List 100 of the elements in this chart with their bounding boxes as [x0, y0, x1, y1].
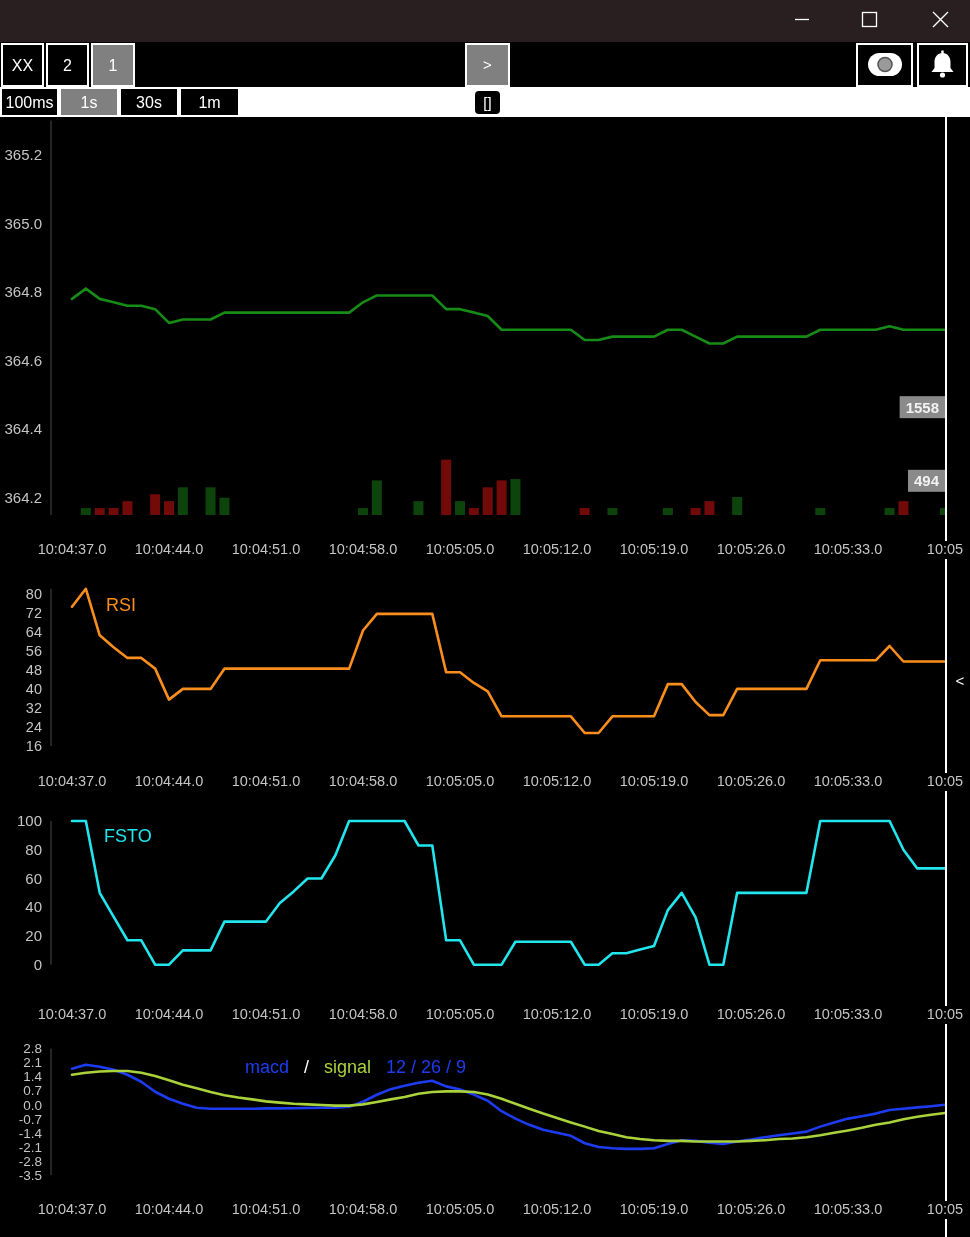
bar — [205, 487, 216, 515]
x-tick-label: 10:05:05.0 — [425, 773, 495, 789]
bar — [898, 501, 909, 515]
y-tick-label: 16 — [25, 738, 42, 755]
bar — [219, 497, 230, 515]
bar — [510, 479, 521, 515]
button: 1m — [181, 89, 238, 115]
bar — [607, 508, 618, 515]
y-tick-label: 60 — [25, 869, 42, 887]
bar — [413, 501, 424, 515]
bar — [815, 508, 826, 515]
x-tick-label: 10:05:05.0 — [425, 1201, 495, 1217]
y-tick-label: 40 — [25, 898, 42, 916]
x-tick-label: 10:04:58.0 — [328, 1201, 398, 1217]
x-tick-label: 10:05:33.0 — [813, 773, 883, 789]
bar — [579, 508, 590, 515]
x-tick-label: 10:04:37.0 — [37, 773, 107, 789]
y-tick-label: 364.8 — [4, 283, 42, 301]
bar — [732, 497, 743, 515]
y-tick-label: 1.4 — [23, 1069, 43, 1085]
x-tick-label: 10:04:58.0 — [328, 1006, 398, 1022]
chart-title: RSI — [106, 595, 137, 615]
bar — [358, 508, 368, 515]
x-tick-label: 10:04:51.0 — [231, 773, 301, 789]
x-tick-label: 10:05:26.0 — [716, 541, 786, 557]
chart-title: FSTO — [104, 826, 152, 846]
x-tick-label: 10:04:37.0 — [37, 1201, 107, 1217]
y-tick-label: 365.2 — [4, 146, 42, 164]
button: [] — [475, 91, 500, 114]
button: 1 — [91, 43, 135, 87]
x-tick-label: 10:05:12.0 — [522, 1201, 592, 1217]
y-tick-label: 364.6 — [4, 351, 42, 369]
bar — [884, 508, 895, 515]
bar — [108, 508, 119, 515]
y-tick-label: 40 — [25, 680, 42, 697]
x-tick-label: 10:04:58.0 — [328, 773, 398, 789]
y-tick-label: -3.5 — [18, 1167, 42, 1183]
y-tick-label: 364.4 — [4, 420, 42, 438]
bar — [455, 501, 465, 515]
x-tick-label: 10:04:44.0 — [134, 1201, 204, 1217]
y-tick-label: 56 — [25, 642, 42, 659]
x-tick-label: 10:05:19.0 — [619, 541, 689, 557]
x-tick-label: 10:05:33.0 — [813, 1006, 883, 1022]
y-tick-label: 2.1 — [23, 1055, 42, 1071]
y-tick-label: 365.0 — [4, 214, 42, 232]
x-tick-label: 10:05 — [926, 773, 964, 789]
y-tick-label: -2.1 — [18, 1139, 42, 1155]
x-tick-label: 10:04:58.0 — [328, 541, 398, 557]
button: XX — [1, 43, 44, 87]
bar — [662, 508, 673, 515]
x-tick-label: 10:04:44.0 — [134, 541, 204, 557]
x-tick-label: 10:05:12.0 — [522, 773, 592, 789]
series-label: signal — [324, 1057, 372, 1077]
x-tick-label: 10:04:51.0 — [231, 1006, 301, 1022]
bar — [150, 494, 161, 515]
button: 2 — [46, 43, 89, 87]
x-tick-label: 10:05:19.0 — [619, 1006, 689, 1022]
y-tick-label: 24 — [25, 719, 42, 736]
bar — [482, 487, 493, 515]
button: 1s — [61, 89, 117, 115]
y-tick-label: 2.8 — [23, 1041, 42, 1057]
x-tick-label: 10:05:19.0 — [619, 1201, 689, 1217]
text: < — [955, 672, 965, 690]
y-tick-label: 64 — [25, 623, 42, 640]
x-tick-label: 10:05:12.0 — [522, 1006, 592, 1022]
y-tick-label: 32 — [25, 700, 42, 717]
annotation: 12 / 26 / 9 — [386, 1057, 467, 1077]
bar — [122, 501, 133, 515]
y-tick-label: 80 — [25, 840, 42, 858]
x-tick-label: 10:05:33.0 — [813, 1201, 883, 1217]
bar — [704, 501, 715, 515]
bar — [94, 508, 105, 515]
x-tick-label: 10:05 — [926, 1006, 964, 1022]
bar — [690, 508, 701, 515]
x-tick-label: 10:04:37.0 — [37, 541, 107, 557]
y2-tick-label: 494 — [913, 472, 940, 490]
bar — [496, 480, 507, 515]
x-tick-label: 10:05:26.0 — [716, 1201, 786, 1217]
x-tick-label: 10:04:51.0 — [231, 1201, 301, 1217]
bar — [441, 459, 452, 515]
x-tick-label: 10:04:51.0 — [231, 541, 301, 557]
y-tick-label: 80 — [25, 585, 42, 602]
y-tick-label: -2.8 — [18, 1153, 42, 1169]
line-series — [70, 819, 945, 966]
y-tick-label: -1.4 — [18, 1125, 43, 1141]
x-tick-label: 10:05:33.0 — [813, 541, 883, 557]
y-tick-label: 0.0 — [23, 1097, 42, 1113]
x-tick-label: 10:05 — [926, 541, 964, 557]
button: 100ms — [2, 89, 57, 115]
x-tick-label: 10:05:26.0 — [716, 773, 786, 789]
x-tick-label: 10:05:19.0 — [619, 773, 689, 789]
y-tick-label: 100 — [16, 812, 42, 830]
bar — [371, 480, 382, 515]
x-tick-label: 10:05:26.0 — [716, 1006, 786, 1022]
y-tick-label: 0.7 — [23, 1083, 42, 1099]
line-series — [70, 287, 945, 345]
bar — [80, 508, 91, 515]
annotation: / — [304, 1057, 310, 1077]
x-tick-label: 10:05:05.0 — [425, 541, 495, 557]
x-tick-label: 10:05 — [926, 1201, 964, 1217]
